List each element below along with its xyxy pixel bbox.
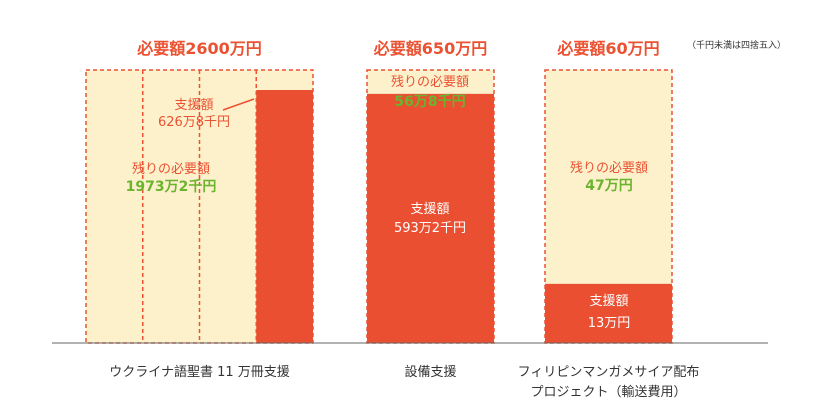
remaining-value: 47万円 — [585, 178, 632, 194]
category-label: プロジェクト（輸送費用） — [530, 385, 686, 400]
remaining-value: 1973万2千円 — [126, 178, 217, 195]
raised-title: 支援額 — [589, 294, 628, 309]
raised-value: 13万円 — [588, 316, 631, 331]
raised-title: 支援額 — [174, 98, 213, 113]
raised-bar — [256, 90, 313, 343]
remaining-title: 残りの必要額 — [570, 161, 648, 176]
raised-value: 593万2千円 — [394, 221, 466, 236]
required-label: 必要額60万円 — [556, 39, 659, 58]
rounding-note: （千円未満は四捨五入） — [687, 39, 786, 51]
remaining-title: 残りの必要額 — [132, 162, 210, 177]
raised-bar — [367, 93, 494, 343]
category-label: ウクライナ語聖書 11 万冊支援 — [109, 364, 290, 380]
category-label: 設備支援 — [404, 364, 456, 380]
category-label: フィリピンマンガメサイア配布 — [518, 365, 700, 380]
raised-value: 626万8千円 — [158, 115, 230, 130]
raised-title: 支援額 — [410, 202, 449, 217]
required-label: 必要額2600万円 — [136, 39, 262, 58]
raised-leader-line — [222, 98, 255, 111]
raised-bar — [545, 283, 672, 343]
remaining-value: 56万8千円 — [394, 93, 465, 110]
remaining-title: 残りの必要額 — [391, 75, 469, 90]
required-label: 必要額650万円 — [373, 39, 487, 58]
